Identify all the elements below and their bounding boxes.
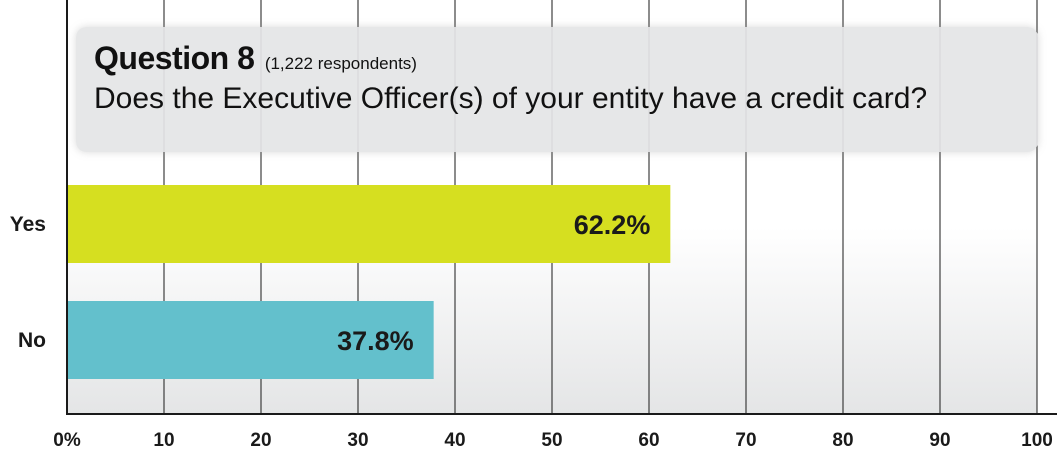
question-text: Does the Executive Officer(s) of your en…: [94, 82, 928, 115]
bar-yes: [68, 185, 671, 263]
question-title: Question 8: [94, 40, 255, 76]
x-tick-label: 50: [541, 430, 562, 451]
bar-value-label: 62.2%: [574, 210, 651, 240]
x-tick-label: 60: [638, 430, 659, 451]
question-box: Question 8 (1,222 respondents) Does the …: [76, 27, 1038, 152]
bar-no: [68, 301, 434, 379]
x-tick-label: 80: [832, 430, 853, 451]
x-tick-label: 90: [929, 430, 950, 451]
x-tick-label: 10: [153, 430, 174, 451]
labels: 0% 10 20 30 40 50 60 70 80 90 100 Yes 62.2% No 37.8%: [10, 210, 1053, 451]
x-tick-label: 20: [250, 430, 271, 451]
x-tick-label: 0%: [53, 430, 81, 451]
question-heading: Question 8 (1,222 respondents): [94, 37, 1038, 79]
category-label: No: [18, 329, 46, 352]
x-tick-label: 70: [735, 430, 756, 451]
bars: [68, 185, 671, 379]
axes: [66, 0, 1057, 415]
x-tick-label: 30: [347, 430, 368, 451]
bar-value-label: 37.8%: [337, 326, 414, 356]
category-label: Yes: [10, 213, 46, 236]
x-tick-label: 100: [1021, 430, 1053, 451]
x-tick-label: 40: [444, 430, 465, 451]
respondent-count: (1,222 respondents): [264, 54, 417, 73]
